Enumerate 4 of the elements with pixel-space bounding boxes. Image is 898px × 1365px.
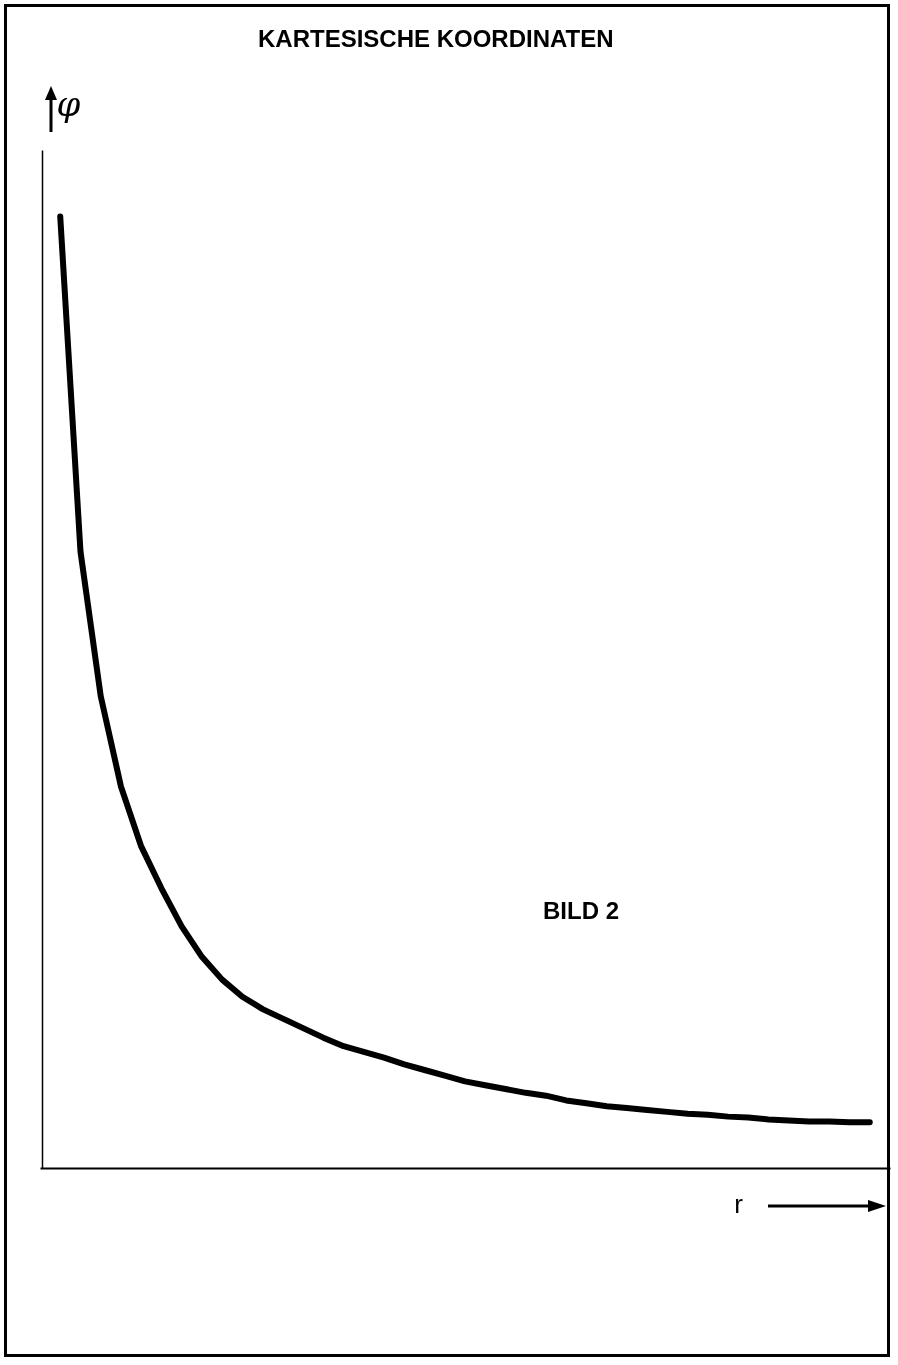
x-axis-title: r — [734, 1188, 744, 1219]
y-axis-title: φ — [56, 83, 81, 124]
chart-title: KARTESISCHE KOORDINATEN — [258, 25, 614, 52]
annotation: BILD 2 — [542, 897, 620, 924]
